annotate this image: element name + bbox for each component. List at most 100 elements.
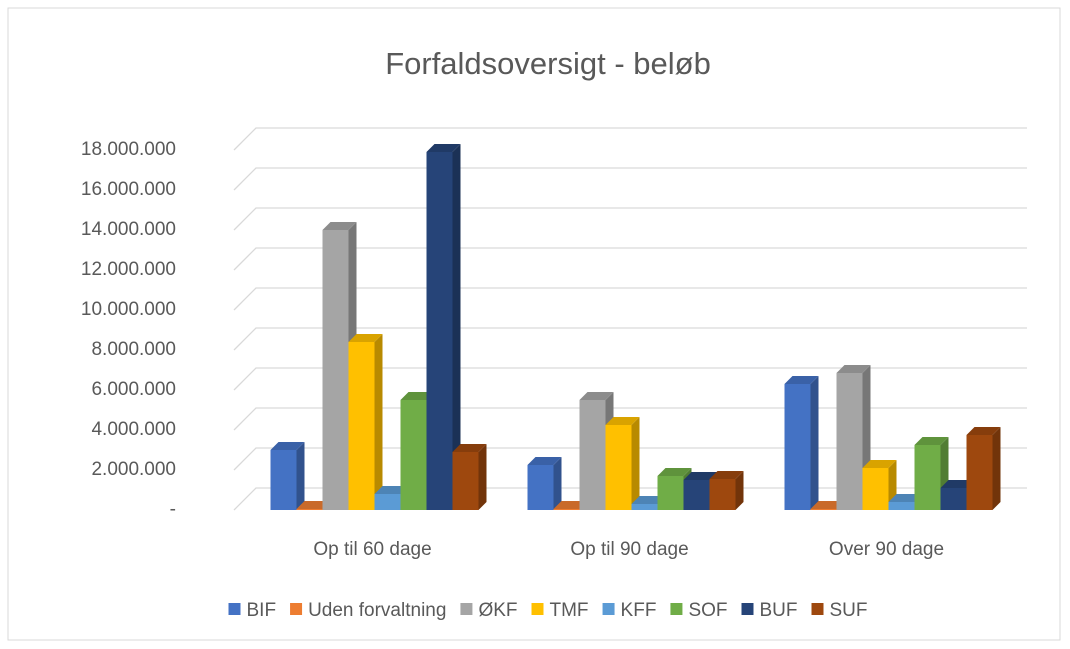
- y-tick-label: 8.000.000: [91, 339, 176, 360]
- bar-front: [270, 450, 297, 510]
- bar-side: [374, 334, 383, 510]
- bar: [527, 457, 562, 510]
- grid-line: [233, 167, 1027, 191]
- grid-line: [233, 287, 1027, 311]
- legend-swatch: [741, 603, 754, 615]
- x-tick-label: Over 90 dage: [829, 539, 944, 560]
- legend-swatch: [602, 603, 615, 615]
- y-tick-label: 12.000.000: [81, 259, 176, 280]
- grid-line: [233, 127, 1027, 151]
- bar-front: [810, 509, 837, 510]
- legend-swatch: [811, 603, 824, 615]
- bar-front: [527, 465, 554, 510]
- bar: [270, 442, 305, 510]
- bar-front: [631, 504, 658, 510]
- bar-front: [605, 425, 632, 510]
- bar-front: [888, 502, 915, 510]
- bar-side: [735, 471, 744, 510]
- bar-top: [631, 496, 666, 504]
- legend-swatch: [460, 603, 473, 615]
- legend: BIF Uden forvaltning ØKF TMF KFF SOF BUF SUF: [228, 600, 868, 621]
- bar-top: [296, 501, 331, 509]
- legend-swatch: [670, 603, 683, 615]
- bar-front: [322, 230, 349, 510]
- bar-top: [426, 144, 461, 152]
- bar-front: [657, 476, 684, 510]
- bar-side: [452, 144, 461, 510]
- bar-front: [426, 152, 453, 510]
- bar: [348, 334, 383, 510]
- bar-front: [553, 509, 580, 510]
- bar-top: [966, 427, 1001, 435]
- grid-line: [233, 367, 1027, 391]
- bar-front: [348, 342, 375, 510]
- grid-line: [233, 487, 1027, 511]
- bar-top: [888, 494, 923, 502]
- bar-side: [553, 457, 562, 510]
- bar-top: [914, 437, 949, 445]
- bar-top: [400, 392, 435, 400]
- bar: [914, 437, 949, 510]
- legend-label: SUF: [830, 600, 868, 621]
- legend-label: TMF: [550, 600, 589, 621]
- y-tick-label: 2.000.000: [91, 459, 176, 480]
- bar-top: [452, 444, 487, 452]
- bar-side: [810, 376, 819, 510]
- legend-label: BUF: [760, 600, 798, 621]
- bar-front: [374, 494, 401, 510]
- bar-top: [810, 501, 845, 509]
- bar-front: [683, 480, 710, 510]
- y-tick-label: 16.000.000: [81, 179, 176, 200]
- bar: [452, 444, 487, 510]
- bar-side: [631, 417, 640, 510]
- legend-label: BIF: [247, 600, 277, 621]
- bar-front: [579, 400, 606, 510]
- grid-line: [233, 447, 1027, 471]
- bar-top: [322, 222, 357, 230]
- bar-front: [709, 479, 736, 510]
- bar-top: [709, 471, 744, 479]
- y-tick-label: 6.000.000: [91, 379, 176, 400]
- chart-title: Forfaldsoversigt - beløb: [385, 46, 711, 81]
- bar-front: [296, 509, 323, 510]
- bar-top: [374, 486, 409, 494]
- y-tick-label: 18.000.000: [81, 139, 176, 160]
- legend-swatch: [228, 603, 241, 615]
- bar-side: [992, 427, 1001, 510]
- bar-front: [836, 373, 863, 510]
- legend-label: SOF: [688, 600, 727, 621]
- bar: [709, 471, 744, 510]
- bar-front: [966, 435, 993, 510]
- bar-front: [452, 452, 479, 510]
- x-tick-label: Op til 60 dage: [313, 539, 431, 560]
- bar: [605, 417, 640, 510]
- bar-top: [940, 480, 975, 488]
- bar-front: [400, 400, 427, 510]
- bar-front: [914, 445, 941, 510]
- grid-line: [233, 327, 1027, 351]
- y-tick-label: 14.000.000: [81, 219, 176, 240]
- bar-top: [862, 460, 897, 468]
- bar-top: [657, 468, 692, 476]
- y-tick-label: -: [170, 499, 176, 520]
- grid-line: [233, 207, 1027, 231]
- grid-line: [233, 407, 1027, 431]
- bar-side: [478, 444, 487, 510]
- bar-top: [683, 472, 718, 480]
- legend-label: Uden forvaltning: [308, 600, 446, 621]
- bar-top: [527, 457, 562, 465]
- bar: [966, 427, 1001, 510]
- bar-top: [836, 365, 871, 373]
- x-tick-label: Op til 90 dage: [570, 539, 688, 560]
- bar: [426, 144, 461, 510]
- bar-front: [784, 384, 811, 510]
- bar-front: [940, 488, 967, 510]
- bar: [784, 376, 819, 510]
- bar-top: [553, 501, 588, 509]
- legend-label: KFF: [621, 600, 657, 621]
- bar-top: [348, 334, 383, 342]
- legend-swatch: [531, 603, 544, 615]
- grid-line: [233, 247, 1027, 271]
- bar-top: [579, 392, 614, 400]
- chart-frame: [7, 7, 1061, 641]
